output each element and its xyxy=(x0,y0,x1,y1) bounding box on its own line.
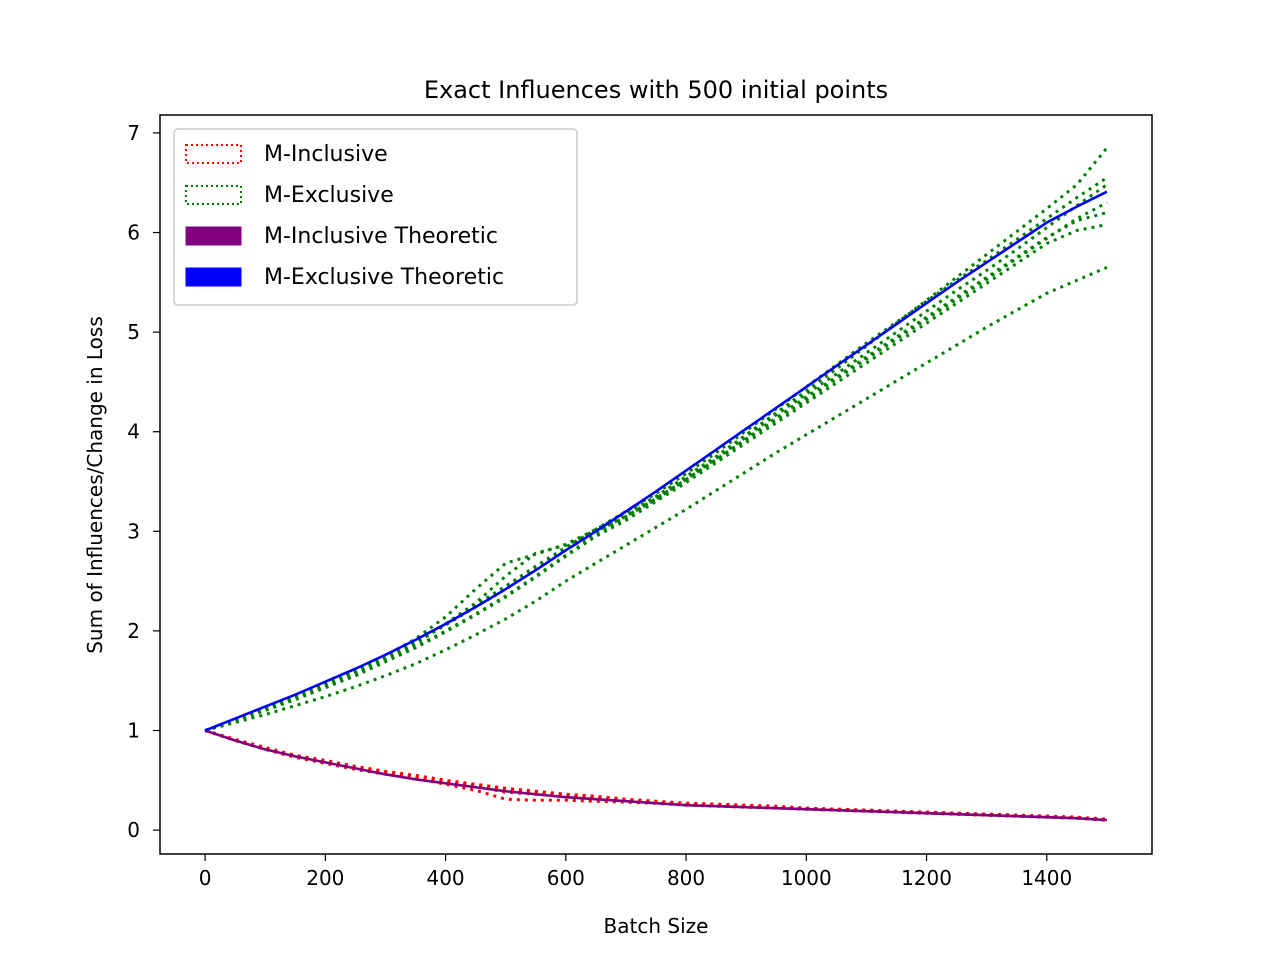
y-tick-label: 6 xyxy=(127,221,140,245)
y-tick-label: 1 xyxy=(127,719,140,743)
x-tick-label: 600 xyxy=(547,866,585,890)
y-tick-label: 4 xyxy=(127,420,140,444)
plot-frame xyxy=(159,114,1153,855)
y-tick-label: 2 xyxy=(127,619,140,643)
series-line-m-inclusive-theoretic xyxy=(204,729,1107,822)
y-axis: 0 1 2 3 4 5 6 7 xyxy=(127,121,160,842)
x-tick-label: 1200 xyxy=(901,866,952,890)
x-tick-label: 200 xyxy=(306,866,344,890)
legend-label: M-Exclusive xyxy=(264,183,394,208)
y-axis-label: Sum of Influences/Change in Loss xyxy=(83,316,107,654)
legend-label: M-Exclusive Theoretic xyxy=(264,265,504,290)
series-layer xyxy=(204,146,1109,822)
y-tick-label: 7 xyxy=(127,121,140,145)
plot-area xyxy=(159,114,1153,855)
series-line-m-exclusive xyxy=(204,176,1108,732)
legend-entries: M-Inclusive M-Exclusive M-Inclusive Theore… xyxy=(185,142,504,290)
legend-label: M-Inclusive Theoretic xyxy=(264,224,498,249)
legend-swatch xyxy=(185,267,242,287)
series-line-m-exclusive-theoretic xyxy=(204,190,1108,732)
x-tick-label: 1400 xyxy=(1021,866,1072,890)
x-tick-label: 400 xyxy=(426,866,464,890)
chart-title: Exact Influences with 500 initial points xyxy=(424,76,888,104)
legend-label: M-Inclusive xyxy=(264,142,388,167)
y-tick-label: 0 xyxy=(127,818,140,842)
y-tick-label: 5 xyxy=(127,320,140,344)
x-axis: 0 200 400 600 800 1000 1200 1400 xyxy=(199,854,1072,890)
legend-swatch xyxy=(185,226,242,246)
legend-box xyxy=(173,128,578,306)
series-line-m-exclusive xyxy=(204,266,1108,732)
legend-swatch xyxy=(185,144,242,164)
series-line-m-exclusive xyxy=(204,223,1108,732)
x-tick-label: 1000 xyxy=(781,866,832,890)
legend-swatch xyxy=(185,185,242,205)
y-tick-label: 3 xyxy=(127,519,140,543)
x-axis-label: Batch Size xyxy=(604,914,709,938)
legend: M-Inclusive M-Exclusive M-Inclusive Theore… xyxy=(173,128,578,306)
x-tick-label: 0 xyxy=(199,866,212,890)
x-tick-label: 800 xyxy=(667,866,705,890)
